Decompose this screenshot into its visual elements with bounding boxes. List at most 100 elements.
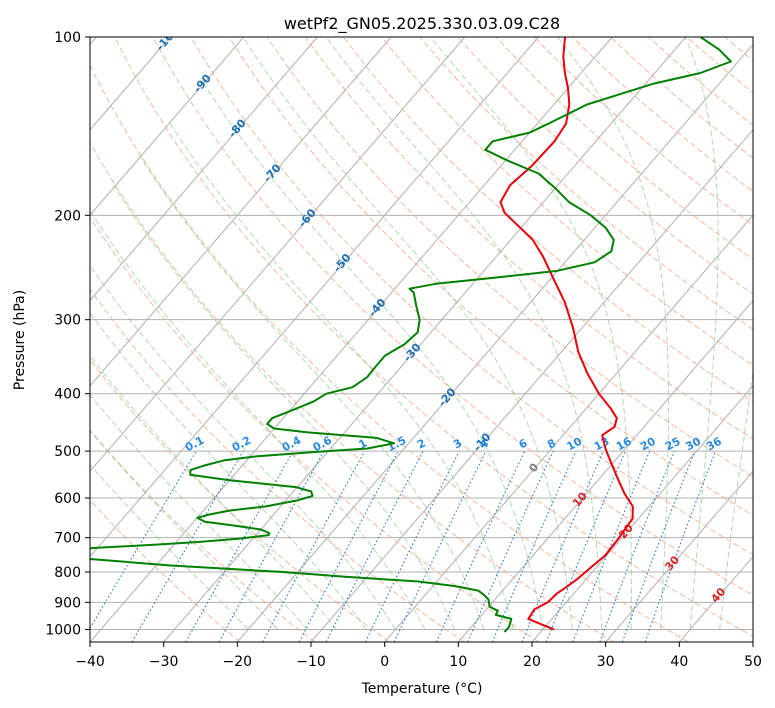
moist-adiabat-line <box>557 37 670 630</box>
isotherm-line <box>90 37 318 302</box>
dry-adiabat-line <box>763 37 775 642</box>
temperature-profile-line <box>499 37 634 631</box>
y-tick-label: 200 <box>54 208 81 224</box>
dry-adiabat-line <box>381 37 753 366</box>
dry-adiabat-line <box>228 37 753 516</box>
moist-adiabat-line <box>90 393 308 630</box>
x-tick-label: −10 <box>296 654 326 670</box>
isotherm-label: -100 <box>154 24 182 54</box>
mixing-ratio-line <box>435 450 526 642</box>
moist-adiabat-line <box>684 37 719 630</box>
isotherm-line <box>678 555 753 642</box>
plot-area: -100-90-80-70-60-50-40-30-20-10010203040… <box>89 24 775 643</box>
y-tick-label: 600 <box>54 491 81 507</box>
y-tick-label: 500 <box>54 444 81 460</box>
moist-adiabat-line <box>90 264 396 630</box>
dry-adiabat-line <box>343 37 753 403</box>
dry-adiabat-line <box>266 37 753 478</box>
mixing-ratio-line <box>466 450 554 642</box>
y-axis-title: Pressure (hPa) <box>12 290 28 390</box>
mixing-ratio-label: 10 <box>565 435 585 454</box>
x-tick-label: 0 <box>380 654 389 670</box>
moist-adiabat-line <box>90 463 249 630</box>
moist-adiabat-line <box>90 312 367 630</box>
mixing-ratio-line <box>131 450 244 642</box>
y-tick-label: 700 <box>54 531 81 547</box>
dry-adiabat-line <box>419 37 753 330</box>
x-axis: −40 −30 −20 −10 0 10 20 30 40 50 <box>75 642 762 670</box>
dry-adiabat-line <box>90 288 465 642</box>
y-axis: 100 200 300 400 500 600 700 800 900 1000 <box>45 30 90 638</box>
y-tick-label: 300 <box>54 313 81 329</box>
dry-adiabat-line <box>571 37 753 192</box>
mixing-ratio-line <box>90 450 197 630</box>
isotherm-line <box>90 37 613 642</box>
dry-adiabat-line <box>152 37 753 596</box>
moist-adiabat-line <box>113 184 455 630</box>
isotherm-line <box>310 129 753 642</box>
x-tick-label: 10 <box>449 654 467 670</box>
y-tick-label: 400 <box>54 387 81 403</box>
dry-adiabat-line <box>114 37 753 638</box>
mixing-ratio-line <box>393 450 487 642</box>
mixing-ratio-line <box>491 450 577 642</box>
moist-adiabat-line <box>90 429 278 630</box>
mixing-ratio-label: 2 <box>415 436 428 451</box>
mixing-ratio-line <box>262 450 366 642</box>
moist-adiabat-line <box>242 37 573 630</box>
dry-adiabat-line <box>190 37 753 556</box>
moist-adiabat-line <box>168 120 514 630</box>
isotherm-line <box>752 641 753 642</box>
dry-adiabat-line <box>90 359 390 642</box>
isotherm-line <box>90 37 245 216</box>
mixing-ratio-line <box>521 450 604 642</box>
mixing-ratio-label: 20 <box>638 435 658 454</box>
dry-adiabat-line <box>686 37 753 94</box>
y-tick-label: 100 <box>54 30 81 46</box>
x-tick-label: −30 <box>149 654 179 670</box>
isotherm-line <box>605 470 753 642</box>
x-axis-title: Temperature (°C) <box>361 681 483 697</box>
mixing-ratio-line <box>621 450 696 642</box>
y-tick-label: 800 <box>54 565 81 581</box>
dry-adiabat-line <box>648 37 753 126</box>
x-tick-label: −40 <box>75 654 105 670</box>
y-tick-label: 900 <box>54 595 81 611</box>
isotherm-line <box>236 43 753 642</box>
x-tick-label: 20 <box>523 654 541 670</box>
isotherm-line <box>457 299 753 642</box>
x-tick-label: 40 <box>670 654 688 670</box>
mixing-ratio-label: 30 <box>683 435 703 454</box>
dry-adiabat-line <box>495 37 753 260</box>
x-tick-label: 50 <box>744 654 762 670</box>
dry-adiabat-line <box>457 37 753 295</box>
mixing-ratio-label: 25 <box>663 435 683 454</box>
moist-adiabat-line <box>430 37 632 630</box>
mixing-ratio-line <box>218 450 325 642</box>
dry-adiabat-line <box>533 37 753 226</box>
moist-adiabat-line <box>325 37 603 630</box>
dry-adiabat-line <box>90 141 614 642</box>
dry-adiabat-line <box>90 64 689 642</box>
mixing-ratio-label: 36 <box>704 435 724 454</box>
isotherm-line <box>90 37 392 387</box>
x-tick-label: −20 <box>223 654 253 670</box>
mixing-ratio-line <box>185 450 294 642</box>
chart-title: wetPf2_GN05.2025.330.03.09.C28 <box>284 14 560 34</box>
mixing-ratio-line <box>644 450 717 642</box>
dry-adiabat-line <box>304 37 753 440</box>
mixing-ratio-line <box>325 450 424 642</box>
dry-adiabat-line <box>610 37 753 159</box>
isotherm-line <box>90 37 539 558</box>
mixing-ratio-line <box>364 450 460 642</box>
moist-adiabat-line <box>90 209 426 630</box>
moist-adiabat-line <box>719 368 753 630</box>
moist-adiabat-line <box>201 81 544 630</box>
isotherm-line <box>90 37 466 473</box>
isotherm-line <box>384 214 753 642</box>
x-tick-label: 30 <box>597 654 615 670</box>
dewpoint-profile-line <box>90 37 732 633</box>
isotherm-line <box>531 385 753 642</box>
mixing-ratio-label: 16 <box>614 435 634 454</box>
